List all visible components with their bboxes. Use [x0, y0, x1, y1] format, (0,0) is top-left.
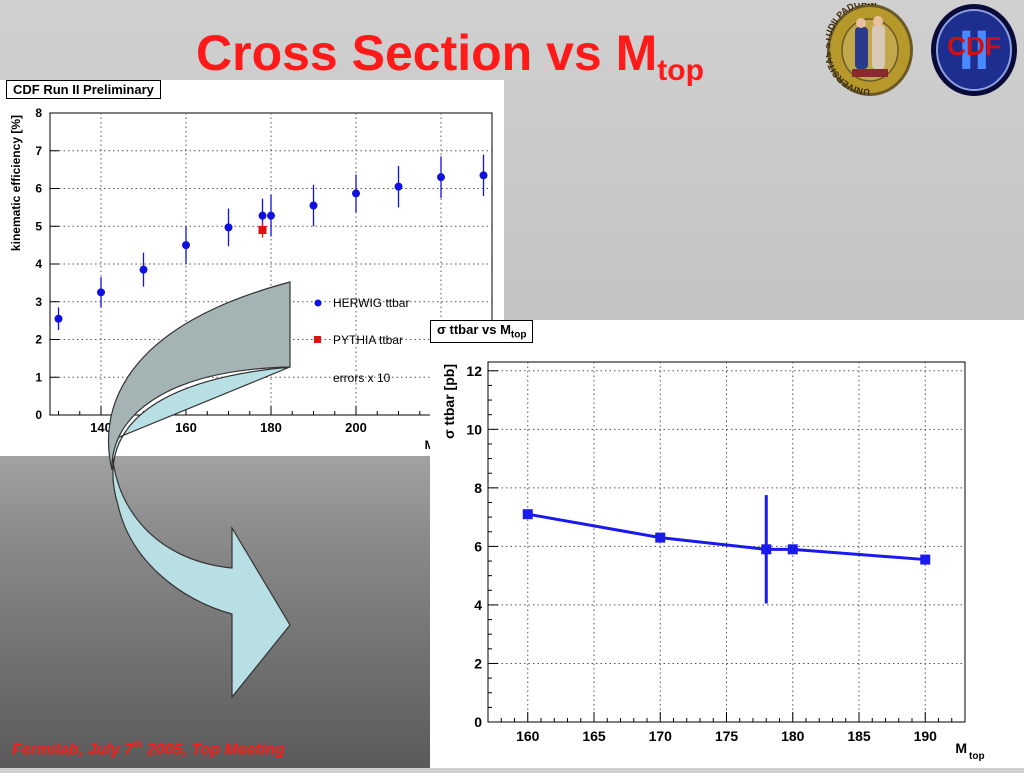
- y-tick-label: 1: [35, 370, 42, 384]
- pythia-point: [258, 226, 267, 235]
- y-tick-label: 7: [35, 144, 42, 158]
- y-axis-label: kinematic efficiency [%]: [9, 115, 23, 251]
- herwig-point: [479, 171, 488, 180]
- herwig-point: [309, 201, 318, 210]
- x-tick-label: 180: [260, 420, 282, 435]
- legend-marker-herwig: [314, 299, 322, 307]
- y-tick-label: 2: [35, 333, 42, 347]
- efficiency-chart-panel: 140160180200220012345678kinematic effici…: [0, 80, 504, 456]
- slide-title-subscript: top: [657, 54, 704, 87]
- y-tick-label: 3: [35, 295, 42, 309]
- efficiency-chart: 140160180200220012345678kinematic effici…: [9, 106, 493, 452]
- slide-footer: Fermilab, July 7th 2005, Top Meeting: [12, 740, 285, 759]
- y-tick-label: 4: [35, 257, 42, 271]
- sigma-point: [920, 554, 931, 565]
- slide-title: Cross Section vs Mtop: [196, 25, 704, 87]
- herwig-point: [182, 241, 190, 250]
- cdf-logo-numeral: II: [958, 18, 989, 81]
- legend-label-pythia: PYTHIA ttbar: [333, 333, 403, 347]
- x-axis-label: M: [955, 740, 967, 756]
- x-tick-label: 140: [90, 420, 112, 435]
- cross-section-chart-label-box: σ ttbar vs Mtop: [430, 320, 534, 343]
- legend-marker-pythia: [314, 336, 321, 343]
- sigma-point: [761, 544, 772, 555]
- x-tick-label: 165: [582, 728, 606, 744]
- x-tick-label: 160: [516, 728, 540, 744]
- y-tick-label: 10: [466, 421, 482, 437]
- y-tick-label: 4: [474, 597, 482, 613]
- y-tick-label: 5: [35, 219, 42, 233]
- herwig-point: [437, 173, 445, 182]
- herwig-point: [54, 314, 63, 323]
- sigma-point: [522, 509, 533, 520]
- x-tick-label: 190: [914, 728, 938, 744]
- efficiency-chart-label-box: CDF Run II Preliminary: [6, 80, 161, 99]
- cross-section-chart-panel: 160 165 170 175 180 185 190 0 2 4 6 8 10 12 σ ttbar [p…: [430, 320, 1024, 768]
- y-tick-label: 8: [35, 106, 42, 120]
- x-tick-label: 185: [847, 728, 871, 744]
- y-tick-label: 0: [35, 408, 42, 422]
- arrow-lower-band: [111, 366, 291, 699]
- herwig-point: [394, 182, 403, 191]
- legend-note: errors x 10: [333, 371, 391, 385]
- x-axis-label-subscript: top: [969, 751, 985, 762]
- legend-label-herwig: HERWIG ttbar: [333, 296, 409, 310]
- university-seal-logo: UNIVERSITAS STUDII PADUANI: [826, 3, 913, 97]
- y-tick-label: 8: [474, 480, 482, 496]
- herwig-point: [97, 288, 105, 297]
- herwig-point: [224, 223, 233, 232]
- herwig-point: [258, 211, 267, 220]
- cdf-logo: II CDF: [931, 4, 1017, 96]
- y-tick-label: 0: [474, 714, 482, 730]
- x-tick-label: 170: [649, 728, 673, 744]
- cdf-logo-text: CDF: [947, 31, 1000, 61]
- x-tick-label: 180: [781, 728, 805, 744]
- y-tick-label: 12: [466, 363, 482, 379]
- cross-section-chart: 160 165 170 175 180 185 190 0 2 4 6 8 10 12 σ ttbar [p…: [441, 361, 985, 762]
- herwig-point: [267, 211, 275, 220]
- y-tick-label: 6: [474, 538, 482, 554]
- sigma-point: [655, 532, 666, 543]
- x-tick-label: 200: [345, 420, 367, 435]
- x-tick-label: 160: [175, 420, 197, 435]
- y-tick-label: 6: [35, 182, 42, 196]
- herwig-point: [352, 189, 360, 198]
- y-tick-label: 2: [474, 655, 482, 671]
- y-axis-label: σ ttbar [pb]: [441, 364, 457, 439]
- herwig-point: [139, 265, 148, 274]
- x-tick-label: 175: [715, 728, 739, 744]
- sigma-point: [787, 544, 798, 555]
- arrow-upper-band: [107, 281, 291, 471]
